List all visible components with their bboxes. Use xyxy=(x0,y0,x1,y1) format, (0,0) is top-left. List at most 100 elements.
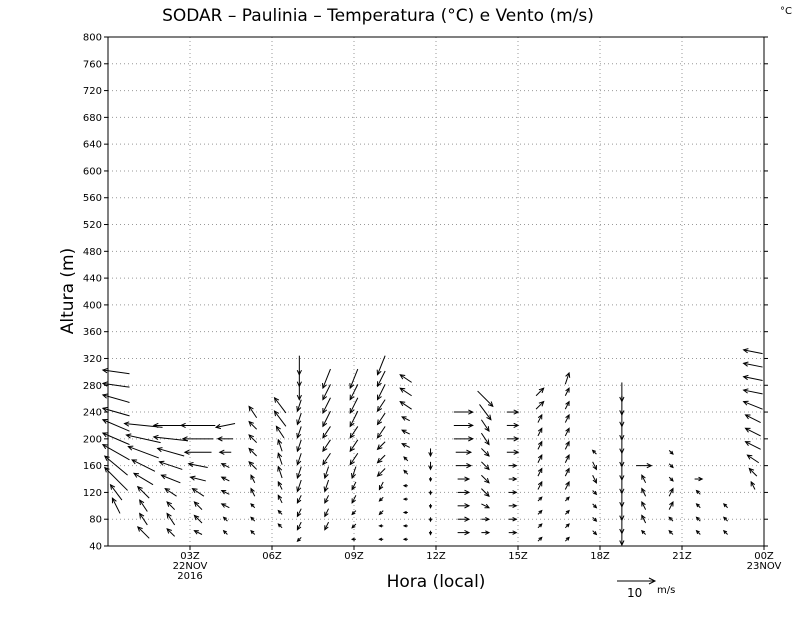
wind-vector xyxy=(480,432,490,446)
wind-vector xyxy=(640,529,646,535)
wind-vector xyxy=(250,487,256,497)
wind-vector xyxy=(376,370,386,388)
wind-vector xyxy=(537,480,543,490)
wind-vector xyxy=(508,516,518,522)
y-tick-label: 80 xyxy=(89,515,102,526)
wind-vector xyxy=(351,466,357,480)
wind-vector xyxy=(156,447,185,457)
wind-vector xyxy=(668,529,674,535)
wind-vector xyxy=(296,508,302,518)
wind-vector xyxy=(535,387,545,397)
chart-title: SODAR – Paulinia – Temperatura (°C) e Ve… xyxy=(162,6,594,26)
y-tick-label: 40 xyxy=(89,542,102,553)
wind-vector xyxy=(351,481,357,491)
wind-vector xyxy=(216,436,234,442)
y-tick-label: 160 xyxy=(83,461,102,472)
reference-vector: 10 m/s xyxy=(617,577,675,600)
wind-vector xyxy=(481,503,491,509)
wind-vector xyxy=(592,516,598,522)
wind-vector xyxy=(564,536,570,542)
wind-vector xyxy=(322,426,331,439)
y-axis-label: Altura (m) xyxy=(58,248,78,334)
reference-vector-value: 10 xyxy=(627,586,642,600)
wind-vector xyxy=(742,388,763,395)
wind-vector xyxy=(296,426,302,439)
wind-vector xyxy=(277,438,283,452)
wind-vector xyxy=(619,518,625,535)
wind-vector xyxy=(744,441,761,450)
wind-vector xyxy=(455,463,473,469)
wind-vector xyxy=(695,516,701,522)
wind-vector xyxy=(250,529,256,535)
wind-vector xyxy=(220,463,230,468)
wind-vector xyxy=(537,413,543,423)
y-tick-label: 680 xyxy=(83,113,102,124)
wind-vector xyxy=(187,462,208,469)
wind-vector xyxy=(350,537,356,541)
wind-vector xyxy=(376,426,386,439)
wind-vector xyxy=(248,460,258,470)
x-tick-label: 09Z xyxy=(344,551,364,562)
wind-vector xyxy=(399,400,412,410)
y-tick-label: 320 xyxy=(83,354,102,365)
wind-vector xyxy=(564,371,571,385)
wind-vector xyxy=(457,476,471,482)
wind-vector xyxy=(324,508,330,518)
wind-vector xyxy=(378,510,384,516)
wind-vector xyxy=(537,427,543,437)
wind-vector xyxy=(722,516,728,522)
wind-vector xyxy=(296,370,302,388)
wind-vector xyxy=(323,479,330,493)
wind-vector xyxy=(619,533,625,547)
wind-vector xyxy=(322,397,331,415)
x-tick-label: 15Z xyxy=(508,551,528,562)
wind-vector xyxy=(193,514,203,524)
wind-vector xyxy=(248,420,258,430)
wind-vector xyxy=(193,501,203,510)
wind-vector xyxy=(349,368,359,390)
wind-vector xyxy=(695,529,701,535)
wind-vector xyxy=(139,499,148,512)
wind-vector xyxy=(668,516,674,522)
wind-vector xyxy=(457,529,471,536)
wind-vector xyxy=(189,475,206,482)
wind-vector xyxy=(160,474,181,484)
wind-vector xyxy=(453,422,474,429)
y-tick-label: 240 xyxy=(83,408,102,419)
wind-vector xyxy=(537,536,543,542)
wind-vector xyxy=(564,400,570,410)
wind-vector xyxy=(619,478,625,495)
wind-vector xyxy=(564,467,570,477)
wind-vector xyxy=(349,384,359,401)
wind-vector xyxy=(378,537,384,541)
wind-vector xyxy=(537,509,543,515)
wind-vector xyxy=(378,524,384,528)
wind-vector xyxy=(636,463,653,469)
y-axis: 40 80 120 160 200 240 280 320 360 400 440 480 520 560… xyxy=(83,33,768,553)
wind-vector xyxy=(323,466,330,480)
wind-vector xyxy=(322,439,331,453)
wind-vector xyxy=(564,413,570,423)
wind-vector xyxy=(480,419,490,433)
wind-vector xyxy=(619,451,625,468)
wind-vector xyxy=(481,516,491,522)
wind-vector xyxy=(101,419,130,432)
wind-vectors xyxy=(101,348,763,547)
wind-vector xyxy=(453,409,474,415)
wind-vector xyxy=(641,487,647,497)
wind-vector xyxy=(136,485,150,499)
wind-vector xyxy=(183,449,212,455)
wind-vector xyxy=(296,479,302,493)
wind-vector xyxy=(591,449,597,455)
wind-vector xyxy=(351,523,357,529)
wind-vector xyxy=(166,501,176,510)
wind-vector xyxy=(695,489,701,495)
wind-vector xyxy=(349,439,359,453)
wind-vector xyxy=(250,503,256,509)
wind-vector xyxy=(296,412,302,426)
wind-vector xyxy=(694,476,704,482)
wind-vector xyxy=(428,530,433,536)
wind-vector xyxy=(136,526,150,539)
wind-vector xyxy=(322,368,331,390)
wind-vector xyxy=(248,434,258,443)
